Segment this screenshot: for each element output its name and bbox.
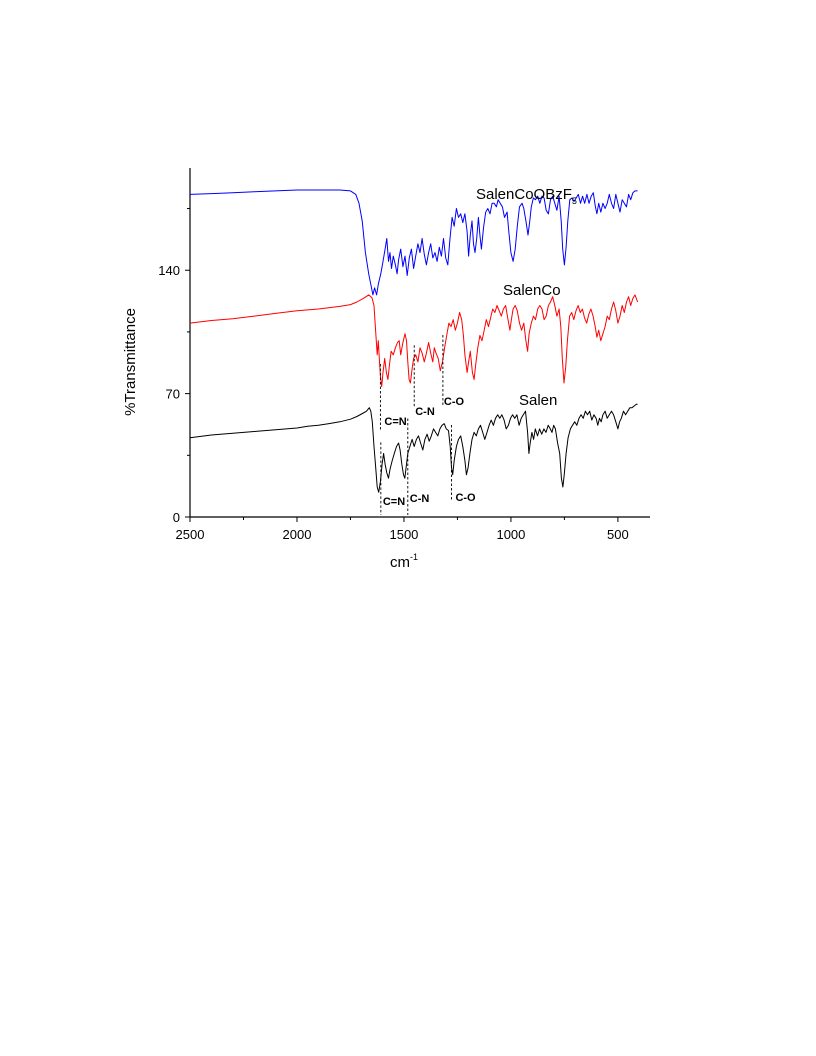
x-tick-label: 2000 xyxy=(283,527,312,542)
x-axis-title-superscript: -1 xyxy=(410,552,418,562)
series-line-salencoobzf xyxy=(189,189,638,296)
series-label-salen: Salen xyxy=(519,392,557,409)
series-label-subscript: 5 xyxy=(572,196,577,206)
peak-label: C-N xyxy=(410,493,430,505)
peak-label: C=N xyxy=(384,416,406,428)
axes xyxy=(189,168,650,518)
x-axis-title: cm-1 xyxy=(390,552,418,571)
series-line-salenco xyxy=(189,294,639,388)
y-tick-label: 140 xyxy=(158,263,180,278)
y-tick-label: 70 xyxy=(166,387,180,402)
x-tick-label: 1500 xyxy=(389,527,418,542)
x-tick-label: 500 xyxy=(607,527,629,542)
peak-label: C-N xyxy=(415,406,435,418)
peak-label: C-O xyxy=(455,492,476,504)
x-tick-label: 2500 xyxy=(176,527,205,542)
x-tick-label: 1000 xyxy=(496,527,525,542)
spectrum-traces xyxy=(189,189,639,493)
chart-labels: C=N C-N C-O C=N C-N C-O SalenCoOBzF5 SalenCo Sal… xyxy=(122,186,577,571)
y-tick-label: 0 xyxy=(173,510,180,525)
series-line-salen xyxy=(189,403,638,493)
y-axis-title: %Transmittance xyxy=(122,308,139,416)
peak-markers xyxy=(379,335,452,515)
axis-ticks: 2500 2000 1500 1000 500 0 70 140 xyxy=(158,208,629,542)
peak-label: C=N xyxy=(383,496,405,508)
series-label-salenco: SalenCo xyxy=(503,282,561,299)
peak-label: C-O xyxy=(444,396,465,408)
series-label-salencoobzf: SalenCoOBzF5 xyxy=(476,186,577,206)
